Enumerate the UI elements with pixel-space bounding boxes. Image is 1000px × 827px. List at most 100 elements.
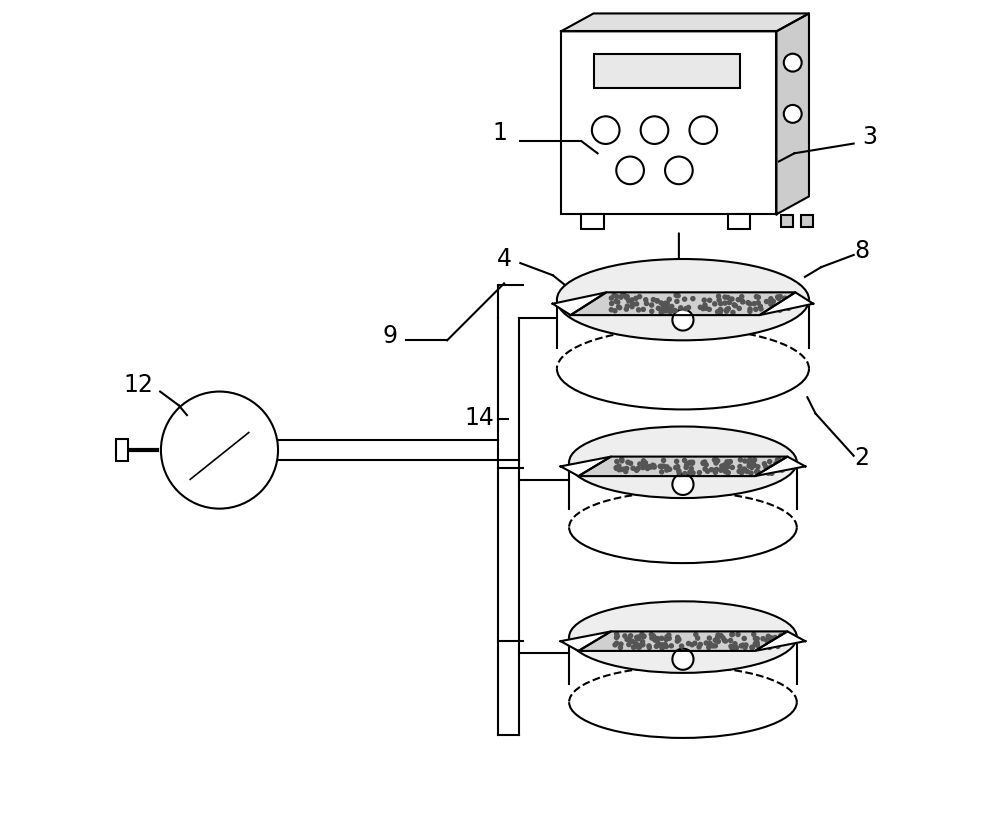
Circle shape [741,300,745,304]
Circle shape [770,299,774,304]
Circle shape [615,294,619,299]
Circle shape [718,310,722,314]
Circle shape [743,459,747,463]
Circle shape [722,463,727,467]
Circle shape [659,644,663,648]
Circle shape [663,301,667,305]
Bar [594,54,740,88]
Circle shape [755,643,759,648]
Circle shape [727,460,731,464]
Circle shape [703,467,707,471]
Circle shape [713,471,717,475]
Circle shape [675,639,679,643]
Circle shape [740,471,744,475]
Circle shape [746,300,750,304]
Circle shape [617,467,621,471]
Circle shape [665,468,669,472]
Circle shape [592,117,620,144]
Circle shape [711,644,715,648]
Circle shape [637,643,641,648]
Circle shape [637,308,641,312]
Circle shape [729,644,733,648]
Circle shape [754,308,758,312]
Circle shape [714,457,718,461]
Circle shape [664,644,668,648]
Circle shape [719,633,723,638]
Circle shape [743,645,747,649]
Ellipse shape [569,427,797,498]
Circle shape [619,295,623,299]
Circle shape [650,309,654,313]
Circle shape [609,296,613,300]
Circle shape [773,635,777,639]
Circle shape [675,459,679,463]
Circle shape [642,635,646,638]
Circle shape [689,466,693,471]
Circle shape [665,305,669,309]
Circle shape [716,639,720,643]
Circle shape [676,465,680,469]
Circle shape [776,643,780,648]
Circle shape [697,645,701,649]
Circle shape [653,638,657,643]
Circle shape [647,645,651,649]
Circle shape [730,646,734,650]
Circle shape [658,464,662,468]
Circle shape [745,470,749,474]
Circle shape [719,302,723,306]
Circle shape [623,634,627,638]
Circle shape [622,293,626,297]
Polygon shape [561,631,611,651]
Circle shape [609,308,613,312]
FancyBboxPatch shape [557,299,809,369]
Circle shape [737,306,741,310]
Circle shape [724,470,728,474]
Circle shape [675,299,679,304]
Polygon shape [776,13,809,214]
Circle shape [752,458,757,462]
Circle shape [672,474,694,495]
Circle shape [656,306,660,310]
Circle shape [615,632,619,636]
Circle shape [613,308,617,313]
Circle shape [684,463,689,467]
Polygon shape [561,13,809,31]
Circle shape [691,471,695,475]
Circle shape [631,466,635,471]
Circle shape [716,635,720,639]
Circle shape [645,466,649,471]
Circle shape [624,470,628,474]
Circle shape [637,645,641,649]
Circle shape [687,642,691,646]
Circle shape [625,296,629,299]
Circle shape [644,298,648,302]
Circle shape [707,636,711,640]
Circle shape [727,300,731,304]
Circle shape [667,636,671,640]
Circle shape [778,308,782,313]
Circle shape [721,636,725,640]
Circle shape [776,644,780,648]
Circle shape [724,470,728,474]
Circle shape [693,641,697,645]
Circle shape [755,470,759,474]
Polygon shape [755,457,805,476]
Circle shape [663,309,668,313]
Circle shape [652,464,656,468]
Circle shape [766,469,770,473]
Circle shape [652,465,656,469]
Circle shape [677,469,681,473]
Circle shape [768,645,772,649]
Circle shape [777,296,781,300]
Circle shape [696,636,700,640]
Circle shape [783,296,787,300]
Circle shape [666,308,670,312]
Circle shape [730,633,734,637]
Circle shape [665,302,669,306]
Circle shape [719,468,723,472]
Circle shape [651,633,655,638]
Circle shape [708,299,712,303]
Circle shape [676,294,680,298]
Circle shape [756,465,760,469]
Circle shape [661,304,665,308]
